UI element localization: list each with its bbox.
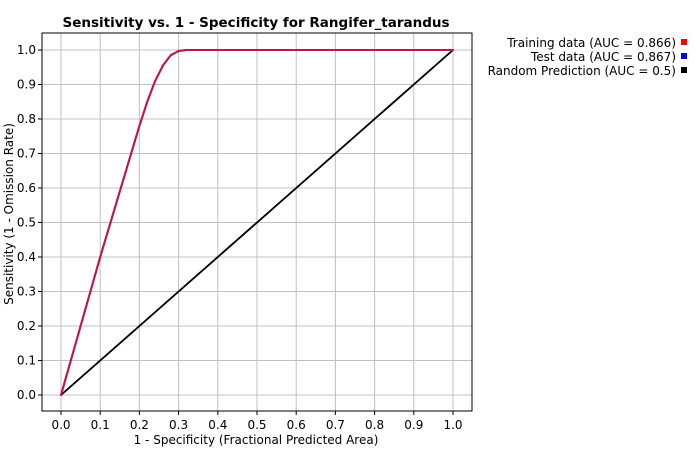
axis-ticks: 0.0 0.1 0.2 0.3 0.4 0.5 0.6 0.7 0.8 0.9 1.0 0.0 0.1 0… (17, 43, 463, 432)
y-tick-label: 0.8 (17, 112, 36, 126)
series-line-0 (60, 49, 454, 396)
y-tick-label: 0.5 (17, 216, 36, 230)
x-tick-label: 0.4 (208, 418, 227, 432)
y-tick-label: 0.2 (17, 319, 36, 333)
legend-swatch (681, 67, 687, 73)
x-tick-label: 0.0 (51, 418, 70, 432)
x-tick-label: 0.9 (404, 418, 423, 432)
legend-swatch (681, 39, 687, 45)
y-tick-label: 0.7 (17, 147, 36, 161)
x-tick-label: 0.8 (365, 418, 384, 432)
y-tick-label: 0.3 (17, 285, 36, 299)
x-tick-label: 0.5 (247, 418, 266, 432)
x-tick-label: 0.7 (326, 418, 345, 432)
x-tick-label: 1.0 (443, 418, 462, 432)
x-tick-label: 0.3 (169, 418, 188, 432)
legend: Training data (AUC = 0.866)Test data (AU… (488, 36, 687, 78)
y-axis-label: Sensitivity (1 - Omission Rate) (2, 123, 16, 305)
legend-label: Training data (AUC = 0.866) (506, 36, 676, 50)
y-tick-label: 0.9 (17, 78, 36, 92)
series-line-2 (60, 49, 454, 396)
legend-label: Test data (AUC = 0.867) (530, 50, 676, 64)
legend-swatch (681, 53, 687, 59)
x-tick-label: 0.1 (91, 418, 110, 432)
series-lines (60, 49, 454, 396)
y-tick-label: 0.6 (17, 181, 36, 195)
legend-label: Random Prediction (AUC = 0.5) (488, 64, 676, 78)
y-tick-label: 0.1 (17, 354, 36, 368)
y-tick-label: 0.4 (17, 250, 36, 264)
y-tick-label: 0.0 (17, 388, 36, 402)
x-tick-label: 0.6 (287, 418, 306, 432)
chart-title: Sensitivity vs. 1 - Specificity for Rang… (62, 15, 449, 31)
y-tick-label: 1.0 (17, 43, 36, 57)
x-axis-label: 1 - Specificity (Fractional Predicted Ar… (134, 433, 379, 447)
x-tick-label: 0.2 (130, 418, 149, 432)
